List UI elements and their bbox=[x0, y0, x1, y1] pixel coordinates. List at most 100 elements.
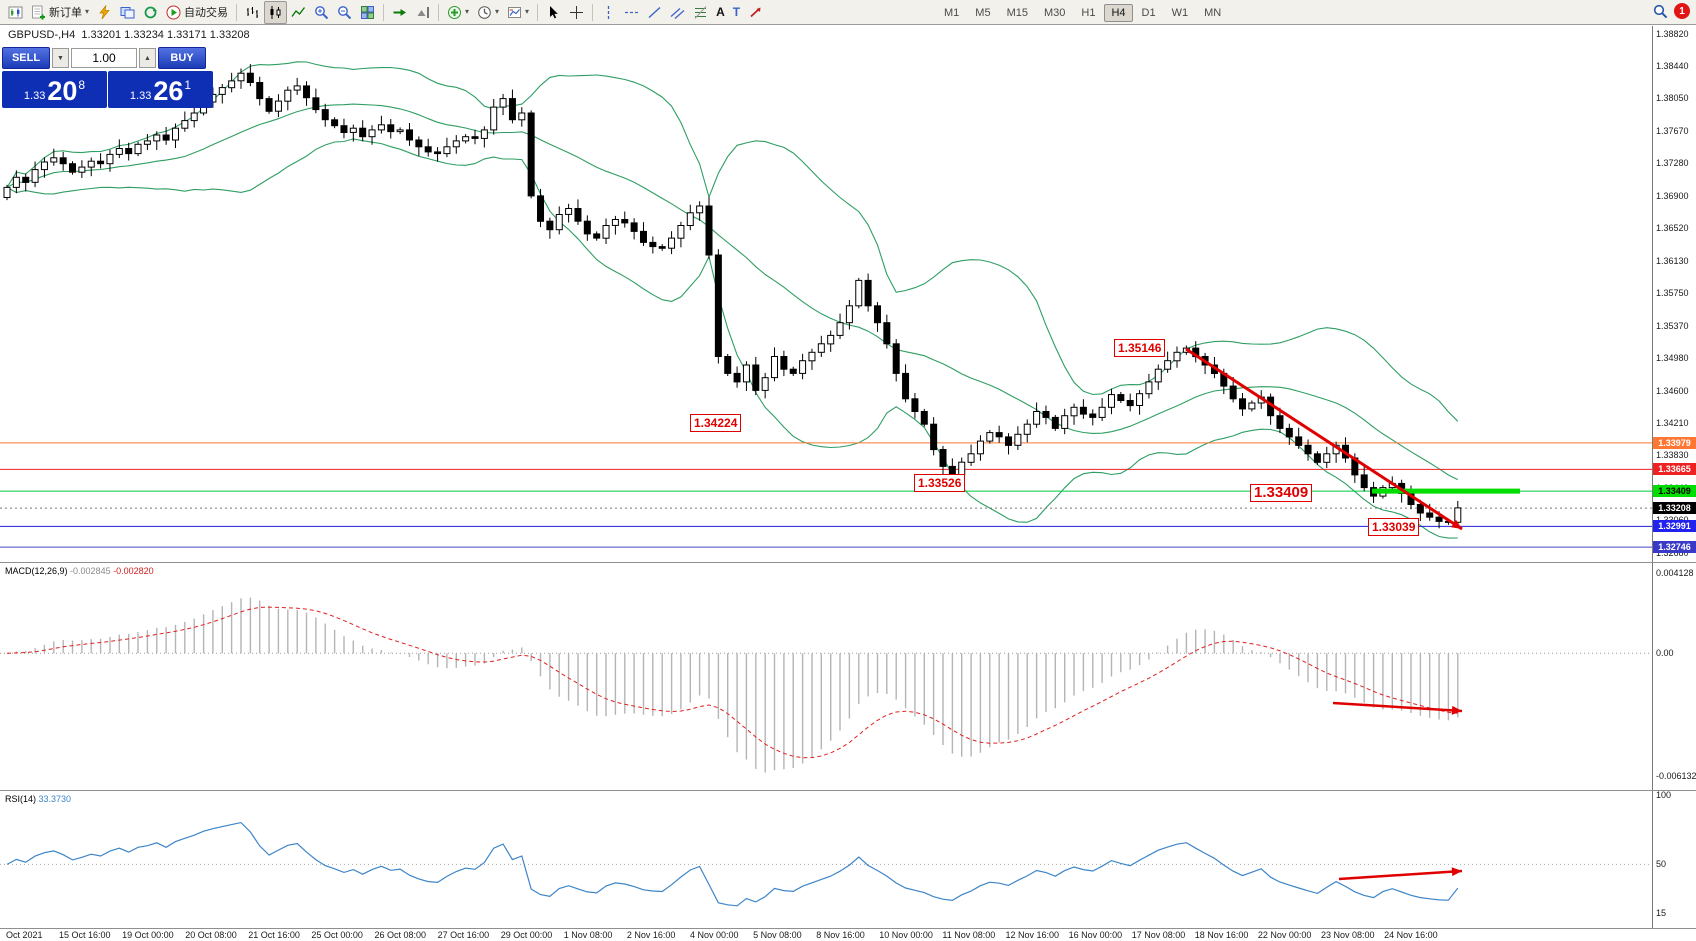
bollinger-bands bbox=[6, 61, 1459, 539]
crosshair-button[interactable] bbox=[565, 1, 588, 24]
price-axis[interactable]: 1.38820 1.38440 1.38050 1.37670 1.37280 1.369… bbox=[1652, 26, 1696, 941]
toolbar-right-group: 1 bbox=[1653, 3, 1690, 19]
new-order-icon bbox=[32, 5, 45, 19]
tile-windows-button[interactable] bbox=[356, 1, 379, 24]
toolbar-separator bbox=[537, 3, 539, 21]
macd-rsi-separator[interactable] bbox=[0, 790, 1696, 791]
buy-price-main: 26 bbox=[153, 76, 184, 106]
app-menu-button[interactable] bbox=[4, 1, 27, 24]
bar-chart-button[interactable] bbox=[241, 1, 264, 24]
time-axis-label: 22 Nov 00:00 bbox=[1257, 930, 1312, 940]
auto-scroll-button[interactable] bbox=[388, 1, 411, 24]
vertical-line-button[interactable] bbox=[597, 1, 620, 24]
auto-trading-button[interactable]: 自动交易 bbox=[162, 1, 232, 24]
templates-button[interactable]: ▾ bbox=[503, 1, 533, 24]
rsi-plot bbox=[0, 821, 1652, 907]
expert-advisors-button[interactable] bbox=[93, 1, 116, 24]
price-annotation[interactable]: 1.35146 bbox=[1114, 339, 1166, 357]
time-axis-label: 10 Nov 00:00 bbox=[879, 930, 933, 940]
notification-badge[interactable]: 1 bbox=[1674, 3, 1690, 19]
timeframe-button-d1[interactable]: D1 bbox=[1141, 6, 1156, 19]
auto-trading-play-icon bbox=[166, 5, 181, 19]
volume-decrease-button[interactable]: ▼ bbox=[52, 48, 69, 68]
macd-label: MACD(12,26,9) -0.002845 -0.002820 bbox=[5, 566, 154, 576]
time-axis-label: 1 Nov 08:00 bbox=[563, 930, 613, 940]
trend-arrow-head bbox=[1451, 519, 1462, 529]
timeframe-button-m1[interactable]: M1 bbox=[944, 6, 960, 19]
timeframe-button-w1[interactable]: W1 bbox=[1171, 6, 1189, 19]
time-axis-label: 18 Nov 16:00 bbox=[1194, 930, 1249, 940]
refresh-icon bbox=[144, 6, 158, 18]
main-macd-separator[interactable] bbox=[0, 562, 1696, 563]
time-axis[interactable]: Oct 2021 15 Oct 16:00 19 Oct 00:00 20 Oct 0… bbox=[0, 929, 1696, 941]
buy-price-button[interactable]: 1.33 26 1 bbox=[108, 71, 213, 108]
price-annotation[interactable]: 1.33526 bbox=[914, 474, 966, 492]
auto-scroll-icon bbox=[393, 8, 407, 16]
time-axis-label: 12 Nov 16:00 bbox=[1005, 930, 1060, 940]
time-axis-label: 17 Nov 08:00 bbox=[1131, 930, 1186, 940]
timeframe-button-h4[interactable]: H4 bbox=[1104, 3, 1133, 22]
timeframe-button-m15[interactable]: M15 bbox=[1006, 6, 1028, 19]
rsi-timeaxis-separator[interactable] bbox=[0, 928, 1696, 929]
price-annotation[interactable]: 1.34224 bbox=[690, 414, 742, 432]
price-annotation[interactable]: 1.33039 bbox=[1368, 518, 1420, 536]
fibonacci-icon bbox=[694, 5, 707, 19]
price-axis-tick: 1.33830 bbox=[1656, 450, 1689, 461]
indicators-button[interactable]: ▾ bbox=[443, 1, 473, 24]
chart-shift-button[interactable] bbox=[411, 1, 434, 24]
trendline-button[interactable] bbox=[643, 1, 666, 24]
cursor-icon bbox=[550, 5, 558, 18]
toolbar-separator bbox=[592, 3, 594, 21]
periods-button[interactable]: ▾ bbox=[473, 1, 503, 24]
arrow-tools-button[interactable] bbox=[744, 1, 767, 24]
volume-input[interactable]: 1.00 bbox=[71, 48, 137, 68]
channel-button[interactable] bbox=[666, 1, 689, 24]
price-annotation[interactable]: 1.33409 bbox=[1250, 484, 1313, 502]
cursor-button[interactable] bbox=[542, 1, 565, 24]
new-order-label: 新订单 bbox=[49, 7, 82, 19]
toolbar: 新订单 ▾ 自动交易 bbox=[0, 0, 1696, 25]
text-tool-button[interactable]: A bbox=[712, 1, 729, 24]
buy-button[interactable]: BUY bbox=[158, 47, 206, 69]
macd-arrow[interactable] bbox=[1332, 701, 1463, 713]
new-order-button[interactable]: 新订单 ▾ bbox=[27, 1, 93, 24]
sell-button[interactable]: SELL bbox=[2, 47, 50, 69]
templates-caret-icon: ▾ bbox=[525, 7, 530, 16]
toolbar-separator bbox=[236, 3, 238, 21]
zoom-out-button[interactable] bbox=[333, 1, 356, 24]
timeframe-toolbar: M1 M5 M15 M30 H1 H4 D1 W1 MN bbox=[936, 1, 1229, 24]
timeframe-button-m30[interactable]: M30 bbox=[1043, 6, 1066, 19]
price-axis-tick: 1.36520 bbox=[1656, 223, 1689, 234]
macd-axis-tick: 0.004128 bbox=[1656, 568, 1694, 579]
sell-price-button[interactable]: 1.33 20 8 bbox=[2, 71, 107, 108]
refresh-button[interactable] bbox=[139, 1, 162, 24]
zoom-in-button[interactable] bbox=[310, 1, 333, 24]
time-axis-label: 19 Oct 00:00 bbox=[122, 930, 174, 940]
fibonacci-button[interactable] bbox=[689, 1, 712, 24]
price-axis-tick: 1.38820 bbox=[1656, 28, 1689, 39]
line-chart-icon bbox=[291, 6, 306, 17]
bollinger-middle bbox=[6, 103, 1459, 481]
volume-increase-button[interactable]: ▲ bbox=[139, 48, 156, 68]
rsi-axis-tick: 15 bbox=[1656, 908, 1667, 918]
timeframe-button-h1[interactable]: H1 bbox=[1081, 6, 1096, 19]
zoom-in-icon bbox=[315, 5, 329, 19]
time-axis-label: 24 Nov 16:00 bbox=[1384, 930, 1438, 940]
drawing-objects bbox=[1185, 347, 1520, 881]
search-icon[interactable] bbox=[1653, 4, 1668, 19]
timeframe-button-mn[interactable]: MN bbox=[1204, 6, 1222, 19]
macd-axis-tick: 0.00 bbox=[1656, 648, 1674, 659]
charts-button[interactable] bbox=[116, 1, 139, 24]
horizontal-line-button[interactable] bbox=[620, 1, 643, 24]
rsi-arrow[interactable] bbox=[1338, 869, 1463, 881]
trend-arrow[interactable] bbox=[1185, 347, 1463, 531]
price-axis-tick: 1.35750 bbox=[1656, 288, 1689, 299]
line-chart-button[interactable] bbox=[287, 1, 310, 24]
timeframe-button-m5[interactable]: M5 bbox=[975, 6, 991, 19]
text-tool-icon: A bbox=[716, 5, 725, 19]
candlestick-chart-button[interactable] bbox=[264, 0, 288, 24]
label-tool-button[interactable]: T bbox=[729, 1, 744, 24]
time-axis-label: 11 Nov 08:00 bbox=[942, 930, 996, 940]
